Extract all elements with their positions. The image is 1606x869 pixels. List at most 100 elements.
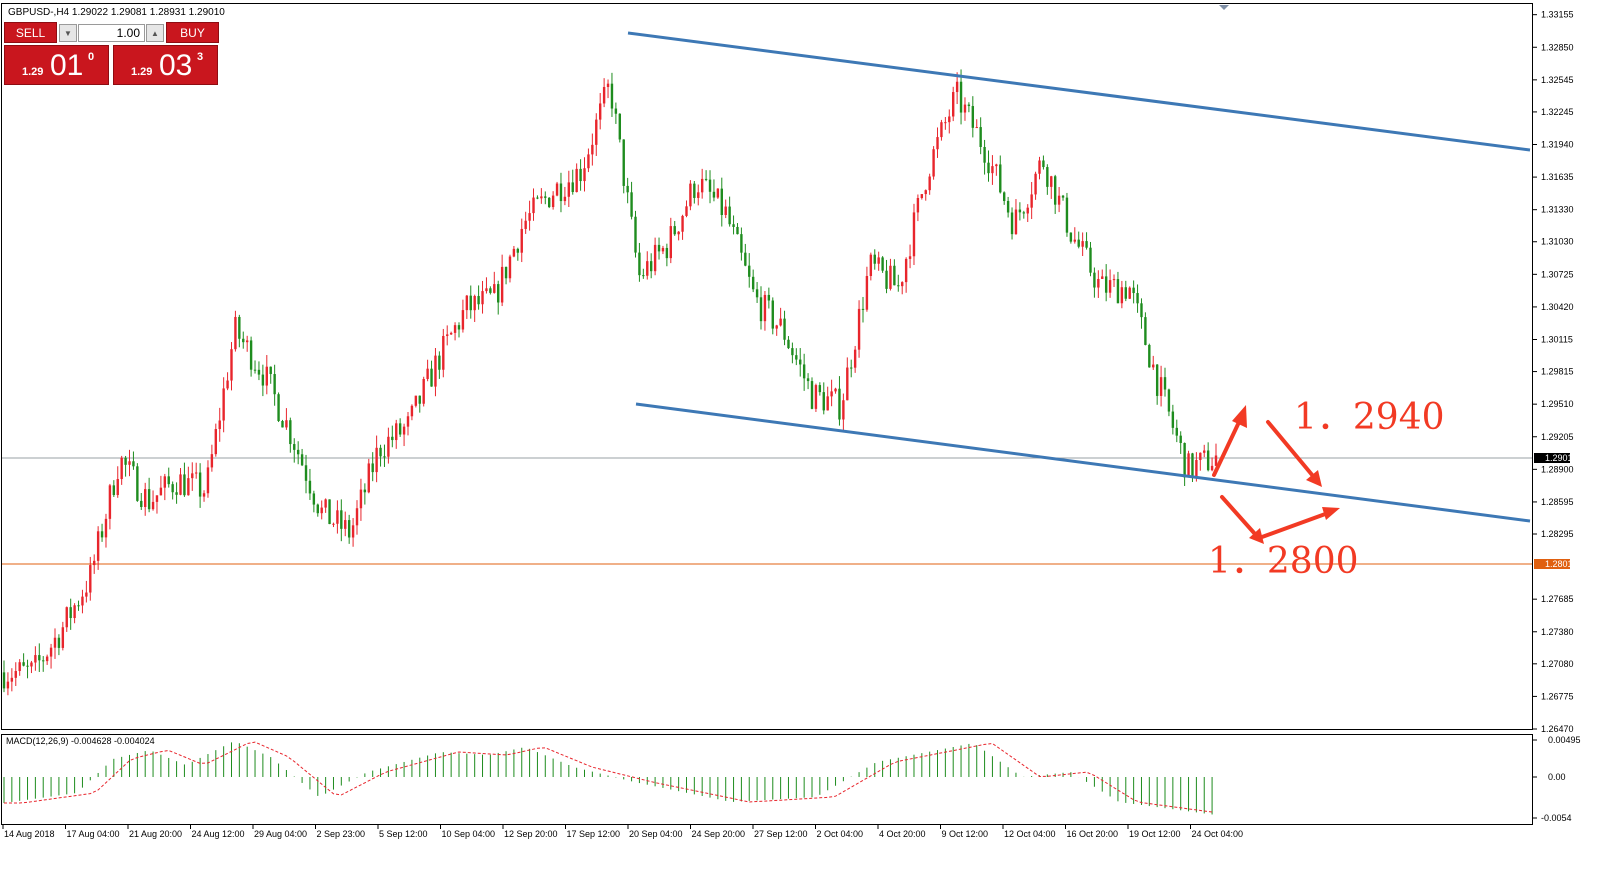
candle-body bbox=[128, 461, 131, 465]
macd-pane[interactable] bbox=[1, 734, 1533, 825]
ask-price-button[interactable]: 1.29 03 3 bbox=[113, 45, 218, 85]
channel-upper-line[interactable] bbox=[627, 31, 1531, 152]
candle-body bbox=[1112, 279, 1116, 281]
candle-body bbox=[1108, 280, 1112, 293]
candle-body bbox=[26, 665, 29, 667]
candle-body bbox=[1077, 239, 1080, 247]
candle-body bbox=[744, 252, 747, 266]
macd-signal-line bbox=[4, 741, 1213, 813]
candle-body bbox=[245, 340, 249, 343]
candle-body bbox=[336, 510, 339, 524]
candle-body bbox=[1069, 232, 1073, 242]
price-tick-label: 1.33155 bbox=[1541, 10, 1574, 20]
price-tick-label: 1.26775 bbox=[1541, 691, 1574, 701]
candle-body bbox=[194, 472, 198, 474]
candle-body bbox=[904, 258, 908, 283]
candle-body bbox=[273, 374, 276, 395]
candle-body bbox=[724, 206, 727, 216]
price-tick-label: 1.27080 bbox=[1541, 659, 1574, 669]
candles-layer bbox=[2, 69, 1218, 696]
time-tick-label: 2 Oct 04:00 bbox=[817, 829, 864, 839]
buy-button[interactable]: BUY bbox=[166, 22, 219, 43]
candle-body bbox=[65, 607, 68, 628]
channel-lower-line[interactable] bbox=[635, 402, 1531, 523]
forecast-arrows[interactable] bbox=[1212, 405, 1340, 544]
candle-body bbox=[1042, 160, 1045, 168]
candle-body bbox=[226, 380, 229, 389]
candle-body bbox=[748, 265, 751, 277]
arrow-up-icon bbox=[1212, 418, 1242, 477]
current-price-tag bbox=[1534, 453, 1570, 463]
candle-body bbox=[304, 465, 308, 481]
candle-body bbox=[132, 461, 135, 467]
candle-body bbox=[555, 183, 559, 196]
arrow-down-icon bbox=[1220, 495, 1257, 536]
candle-body bbox=[281, 421, 284, 428]
time-tick-label: 29 Aug 04:00 bbox=[254, 829, 307, 839]
candle-body bbox=[853, 349, 857, 368]
candle-body bbox=[53, 637, 57, 648]
candle-body bbox=[218, 420, 221, 430]
time-tick-label: 17 Aug 04:00 bbox=[67, 829, 120, 839]
candle-body bbox=[1128, 287, 1131, 299]
candle-body bbox=[1006, 200, 1010, 213]
one-click-trading-panel: SELL ▼ 1.00 ▲ BUY 1.29 01 0 1.29 03 3 bbox=[4, 22, 219, 86]
candle-body bbox=[908, 256, 912, 259]
candle-body bbox=[944, 122, 947, 124]
candle-body bbox=[1144, 317, 1147, 345]
candle-body bbox=[587, 154, 590, 169]
candle-body bbox=[736, 226, 739, 235]
time-tick-label: 4 Oct 20:00 bbox=[879, 829, 926, 839]
bid-price-button[interactable]: 1.29 01 0 bbox=[4, 45, 109, 85]
candle-body bbox=[328, 499, 331, 525]
level-price-tag bbox=[1534, 559, 1570, 569]
macd-axis[interactable]: 0.00495 0.00 -0.0054 bbox=[1532, 735, 1581, 823]
arrow-down-right-icon bbox=[1266, 420, 1315, 478]
candle-body bbox=[677, 231, 680, 235]
candle-body bbox=[551, 195, 555, 208]
candle-body bbox=[332, 523, 335, 525]
candle-body bbox=[253, 369, 257, 371]
candle-body bbox=[857, 308, 861, 350]
candle-body bbox=[1203, 450, 1206, 453]
candle-body bbox=[81, 596, 84, 606]
candle-body bbox=[634, 216, 637, 253]
candle-body bbox=[606, 83, 610, 88]
candle-body bbox=[277, 394, 280, 422]
candle-body bbox=[548, 197, 551, 208]
lot-size-input[interactable]: 1.00 bbox=[78, 24, 145, 42]
candle-body bbox=[971, 106, 975, 128]
time-axis[interactable]: 14 Aug 2018 17 Aug 04:00 21 Aug 20:00 24 Au… bbox=[2, 824, 1243, 839]
candle-body bbox=[567, 182, 571, 197]
candle-body bbox=[96, 531, 100, 561]
candle-body bbox=[22, 662, 25, 666]
candle-body bbox=[1116, 279, 1120, 304]
candle-body bbox=[751, 276, 755, 290]
price-tick-label: 1.28900 bbox=[1541, 464, 1574, 474]
price-tick-label: 1.29510 bbox=[1541, 399, 1574, 409]
candle-body bbox=[861, 308, 865, 310]
candle-body bbox=[355, 508, 359, 526]
candle-body bbox=[520, 228, 523, 253]
macd-tick-bottom: -0.0054 bbox=[1541, 813, 1572, 823]
candle-body bbox=[308, 480, 312, 494]
scroll-marker-icon[interactable] bbox=[1219, 5, 1229, 10]
lot-increase-icon[interactable]: ▲ bbox=[146, 24, 164, 42]
time-tick-label: 5 Sep 12:00 bbox=[379, 829, 428, 839]
bid-price-main: 01 bbox=[50, 49, 84, 82]
price-axis[interactable]: 1.33155 1.32850 1.32545 1.32245 1.31940 1.316… bbox=[1532, 10, 1574, 734]
candle-body bbox=[638, 252, 641, 276]
ask-price-prefix: 1.29 bbox=[131, 66, 153, 78]
lot-decrease-icon[interactable]: ▼ bbox=[59, 24, 77, 42]
candle-body bbox=[89, 565, 92, 593]
candle-body bbox=[834, 388, 837, 392]
price-tick-label: 1.29815 bbox=[1541, 367, 1574, 377]
price-pane[interactable] bbox=[1, 3, 1533, 730]
sell-button[interactable]: SELL bbox=[4, 22, 57, 43]
candle-body bbox=[1104, 276, 1108, 293]
candle-body bbox=[622, 139, 625, 186]
ask-price-main: 03 bbox=[159, 49, 193, 82]
candle-body bbox=[1014, 209, 1018, 235]
candle-body bbox=[296, 449, 300, 455]
